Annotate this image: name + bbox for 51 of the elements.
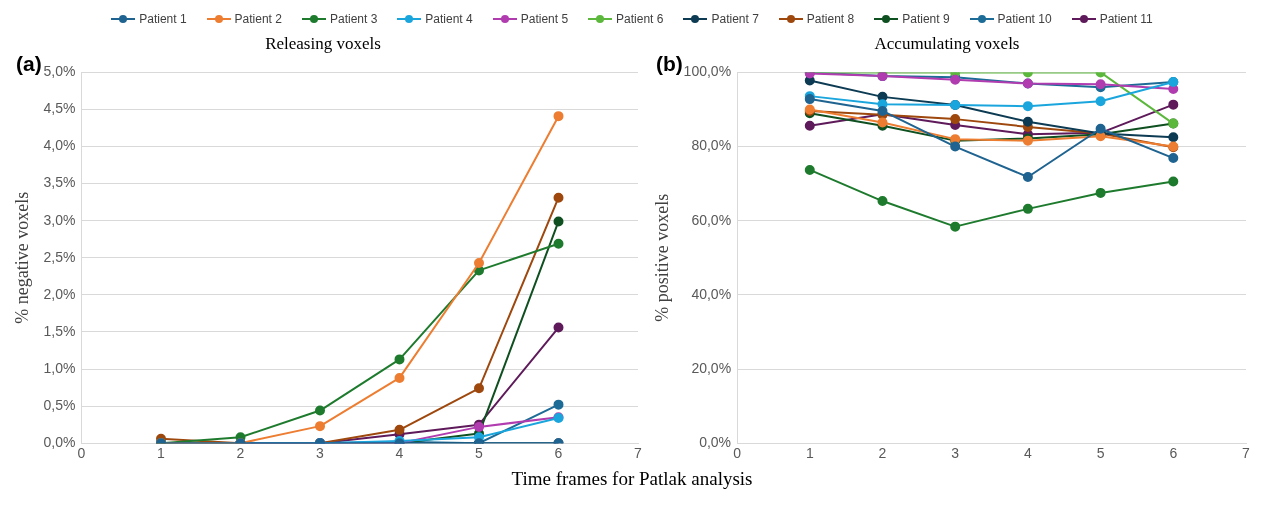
x-tick-label: 2 [236, 445, 245, 462]
text: (b) [656, 52, 683, 76]
x-tick-label: 0 [77, 445, 86, 462]
legend-label: Patient 2 [234, 12, 282, 26]
y-tick-label: 80,0% [691, 137, 732, 154]
y-tick-label: 2,5% [43, 248, 76, 265]
y-tick-label: 40,0% [691, 285, 732, 302]
x-tick-label: 6 [554, 445, 563, 462]
y-tick-label: 0,0% [43, 434, 76, 451]
x-tick-label: 4 [395, 445, 404, 462]
chart-title: Releasing voxels [265, 33, 381, 53]
text: (a) [16, 52, 42, 76]
legend-label: Patient 4 [425, 12, 473, 26]
y-tick-label: 4,0% [43, 137, 76, 154]
x-tick-label: 0 [733, 445, 742, 462]
y-axis-title: % positive voxels [651, 193, 672, 322]
x-tick-label: 3 [951, 445, 960, 462]
legend-label: Patient 10 [997, 12, 1052, 26]
x-tick-label: 5 [1096, 445, 1105, 462]
y-tick-label: 20,0% [691, 359, 732, 376]
y-tick-label: 0,5% [43, 396, 76, 413]
chart-title: Accumulating voxels [874, 33, 1020, 53]
y-tick-label: 60,0% [691, 211, 732, 228]
x-tick-label: 2 [878, 445, 887, 462]
y-axis-title: % negative voxels [11, 191, 32, 324]
legend-label: Patient 9 [902, 12, 950, 26]
legend-label: Patient 7 [711, 12, 759, 26]
legend-label: Patient 11 [1099, 12, 1153, 26]
x-axis-title: Time frames for Patlak analysis [510, 468, 754, 490]
y-tick-label: 0,0% [699, 434, 732, 451]
x-tick-label: 6 [1169, 445, 1178, 462]
x-tick-label: 3 [316, 445, 325, 462]
x-tick-label: 5 [475, 445, 484, 462]
y-tick-label: 1,0% [43, 359, 76, 376]
y-tick-label: 5,0% [43, 63, 76, 80]
x-tick-label: 7 [634, 445, 643, 462]
y-tick-label: 1,5% [43, 322, 76, 339]
x-tick-label: 1 [805, 445, 814, 462]
x-tick-label: 1 [157, 445, 166, 462]
y-tick-label: 100,0% [683, 63, 732, 80]
legend-label: Patient 1 [139, 12, 187, 26]
y-tick-label: 3,0% [43, 211, 76, 228]
y-tick-label: 2,0% [43, 285, 76, 302]
legend-label: Patient 5 [520, 12, 569, 26]
legend-label: Patient 3 [329, 12, 378, 26]
x-tick-label: 4 [1023, 445, 1032, 462]
legend-label: Patient 6 [616, 12, 664, 26]
y-tick-label: 4,5% [43, 100, 76, 117]
x-tick-label: 7 [1242, 445, 1251, 462]
legend-label: Patient 8 [806, 12, 855, 26]
y-tick-label: 3,5% [43, 174, 76, 191]
